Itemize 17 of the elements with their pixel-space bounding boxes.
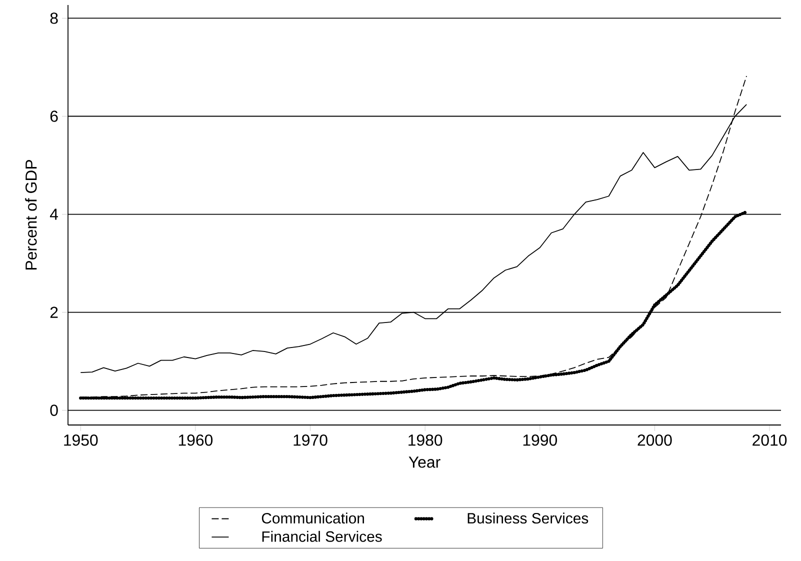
x-tick-label: 2000 <box>638 434 672 446</box>
x-tick-label: 1980 <box>408 434 442 446</box>
y-tick-label: 4 <box>50 208 58 220</box>
x-tick-label: 1990 <box>523 434 557 446</box>
legend-label: Communication <box>262 512 364 524</box>
y-axis-title: Percent of GDP <box>25 160 37 270</box>
x-tick-label: 2010 <box>752 434 787 446</box>
legend-label: Business Services <box>468 512 588 524</box>
x-tick-label: 1960 <box>178 434 213 446</box>
x-tick-label: 1970 <box>294 434 328 446</box>
y-tick-label: 2 <box>50 306 58 318</box>
y-tick-label: 8 <box>50 12 58 24</box>
y-tick-label: 0 <box>50 404 58 416</box>
y-tick-label: 6 <box>50 110 58 122</box>
x-axis-title: Year <box>408 456 440 468</box>
legend-label: Financial Services <box>262 530 382 542</box>
x-tick-label: 1950 <box>64 434 98 446</box>
